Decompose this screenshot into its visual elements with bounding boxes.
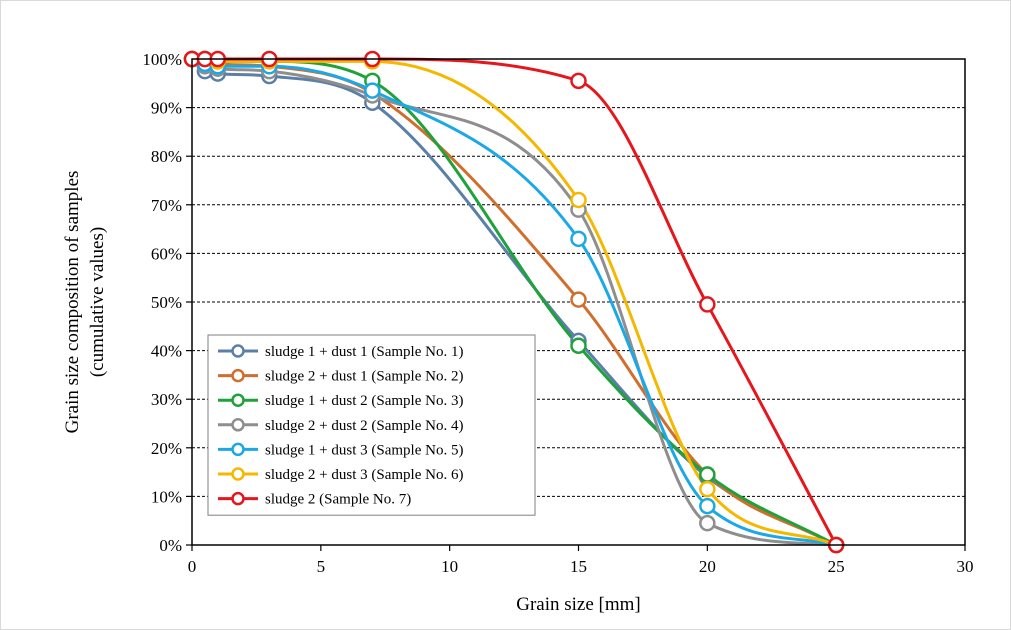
legend-swatch-marker: [231, 368, 245, 383]
series-3-point: [699, 466, 716, 483]
legend-entry-label: sludge 2 + dust 2 (Sample No. 4): [265, 418, 463, 434]
y-axis-ticks: 0% 10% 20% 30% 40% 50% 60% 70% 80% 90% 100%: [142, 50, 192, 555]
legend-swatch-marker: [231, 467, 245, 481]
series-6-point: [570, 191, 587, 209]
legend-entry-label: sludge 1 + dust 3 (Sample No. 5): [265, 442, 463, 458]
series-4-point: [699, 514, 716, 532]
legend-box: [207, 334, 536, 516]
legend-entry-label: sludge 1 + dust 1 (Sample No. 1): [265, 344, 463, 360]
x-axis-ticks: 0 5 10 15 20 25 30: [188, 545, 974, 576]
series-5-point: [570, 230, 587, 248]
x-tick-label: 30: [957, 557, 974, 576]
x-tick-label: 0: [188, 557, 197, 576]
y-tick-label: 40%: [151, 342, 182, 361]
series-7-point: [570, 72, 587, 90]
legend-entry-label: sludge 1 + dust 2 (Sample No. 3): [265, 393, 463, 409]
legend-swatch-marker: [231, 442, 245, 457]
series-5-point: [364, 82, 381, 99]
legend-entry-label: sludge 2 + dust 1 (Sample No. 2): [265, 369, 463, 385]
y-tick-label: 50%: [151, 293, 182, 312]
x-tick-label: 10: [441, 557, 458, 576]
y-tick-label: 30%: [151, 390, 182, 409]
x-axis-title: Grain size [mm]: [516, 594, 641, 615]
y-axis-title-line2: (cumulative values): [87, 227, 108, 377]
x-tick-label: 25: [828, 557, 845, 576]
legend-entry-label: sludge 2 + dust 3 (Sample No. 6): [265, 467, 463, 483]
series-2-point: [570, 291, 587, 308]
series-3-point: [570, 337, 587, 354]
y-tick-label: 90%: [151, 99, 182, 118]
y-tick-label: 0%: [159, 536, 182, 555]
y-tick-label: 10%: [151, 487, 182, 506]
y-tick-label: 80%: [151, 147, 182, 166]
series-5-point: [699, 497, 716, 515]
legend-swatch-marker: [231, 344, 245, 358]
series-7-point: [699, 296, 716, 313]
y-tick-label: 70%: [151, 196, 182, 215]
series-6-point: [699, 480, 716, 498]
y-axis-title-line1: Grain size composition of samples: [62, 171, 83, 434]
x-tick-label: 5: [317, 557, 326, 576]
y-tick-label: 60%: [151, 244, 182, 263]
x-tick-label: 15: [570, 557, 587, 576]
legend-swatch-marker: [231, 393, 245, 407]
y-tick-label: 100%: [142, 50, 182, 69]
legend-swatch-marker: [231, 491, 245, 506]
x-tick-label: 20: [699, 557, 716, 576]
legend-swatch-marker: [231, 418, 245, 432]
legend: sludge 1 + dust 1 (Sample No. 1) sludge 2…: [207, 334, 536, 516]
plot-area-border: [191, 58, 966, 546]
legend-entry-label: sludge 2 (Sample No. 7): [265, 492, 411, 508]
y-tick-label: 20%: [151, 439, 182, 458]
